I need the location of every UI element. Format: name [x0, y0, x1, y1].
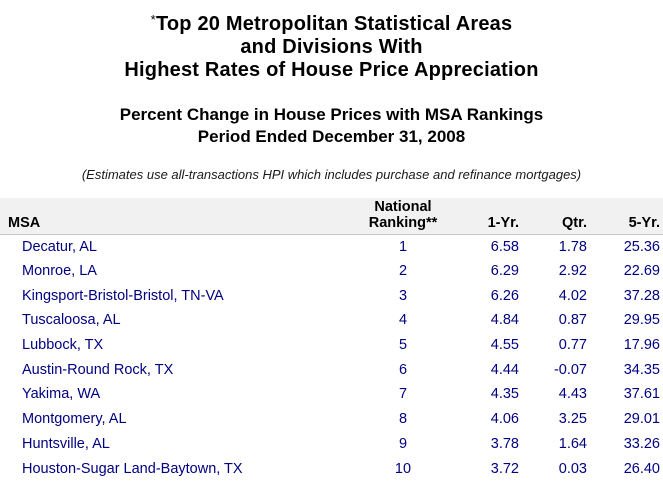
msa-cell: Kingsport-Bristol-Bristol, TN-VA: [22, 287, 224, 304]
national-ranking-cell: 8: [398, 411, 408, 428]
table-row: Monroe, LA 2 6.29 2.92 22.69: [0, 259, 663, 284]
national-ranking-cell: 1: [398, 238, 408, 255]
five-year-cell: 25.36: [623, 238, 660, 255]
five-year-cell: 37.28: [623, 287, 660, 304]
column-header-msa: MSA: [0, 198, 348, 235]
quarter-cell: 1.64: [558, 435, 587, 452]
one-year-cell: 6.58: [490, 238, 519, 255]
page-subtitle: Percent Change in House Prices with MSA …: [0, 104, 663, 148]
table-row: Kingsport-Bristol-Bristol, TN-VA 3 6.26 …: [0, 283, 663, 308]
one-year-cell: 3.78: [490, 435, 519, 452]
table-header: MSA National Ranking** 1-Yr. Qtr. 5-Yr.: [0, 198, 663, 235]
table-row: Austin-Round Rock, TX 6 4.44 -0.07 34.35: [0, 357, 663, 382]
title-asterisk: *: [150, 12, 156, 27]
subtitle-line-2: Period Ended December 31, 2008: [197, 127, 466, 146]
quarter-cell: 0.77: [558, 337, 587, 354]
msa-cell: Yakima, WA: [22, 386, 101, 403]
quarter-cell: 3.25: [558, 411, 587, 428]
table-row: Tuscaloosa, AL 4 4.84 0.87 29.95: [0, 308, 663, 333]
one-year-cell: 6.29: [490, 263, 519, 280]
five-year-cell: 17.96: [623, 337, 660, 354]
quarter-cell: 4.02: [558, 287, 587, 304]
five-year-cell: 22.69: [623, 263, 660, 280]
column-header-qtr: Qtr.: [525, 198, 593, 235]
quarter-cell: -0.07: [553, 361, 587, 378]
table-row: Houston-Sugar Land-Baytown, TX 10 3.72 0…: [0, 456, 663, 481]
column-header-national-ranking-line2: Ranking**: [368, 214, 438, 231]
national-ranking-cell: 6: [398, 361, 408, 378]
one-year-cell: 6.26: [490, 287, 519, 304]
table-row: Yakima, WA 7 4.35 4.43 37.61: [0, 382, 663, 407]
five-year-cell: 26.40: [623, 460, 660, 477]
subtitle-line-1: Percent Change in House Prices with MSA …: [119, 105, 544, 124]
table-row: Decatur, AL 1 6.58 1.78 25.36: [0, 234, 663, 259]
msa-cell: Huntsville, AL: [22, 435, 110, 452]
msa-cell: Lubbock, TX: [22, 337, 104, 354]
table-row: Montgomery, AL 8 4.06 3.25 29.01: [0, 407, 663, 432]
national-ranking-cell: 3: [398, 287, 408, 304]
title-line-2: and Divisions With: [240, 36, 423, 58]
one-year-cell: 3.72: [490, 460, 519, 477]
one-year-cell: 4.44: [490, 361, 519, 378]
msa-cell: Decatur, AL: [22, 238, 97, 255]
national-ranking-cell: 5: [398, 337, 408, 354]
national-ranking-cell: 2: [398, 263, 408, 280]
table-row: Lubbock, TX 5 4.55 0.77 17.96: [0, 333, 663, 358]
column-header-national-ranking-line1: National: [374, 198, 432, 215]
title-line-1: *Top 20 Metropolitan Statistical Areas: [0, 8, 663, 36]
one-year-cell: 4.06: [490, 411, 519, 428]
msa-rankings-table: MSA National Ranking** 1-Yr. Qtr. 5-Yr. …: [0, 198, 663, 481]
quarter-cell: 4.43: [558, 386, 587, 403]
table-header-row: MSA National Ranking** 1-Yr. Qtr. 5-Yr.: [0, 198, 663, 235]
msa-cell: Montgomery, AL: [22, 411, 127, 428]
national-ranking-cell: 10: [394, 460, 412, 477]
one-year-cell: 4.35: [490, 386, 519, 403]
column-header-1yr: 1-Yr.: [458, 198, 525, 235]
quarter-cell: 0.87: [558, 312, 587, 329]
national-ranking-cell: 4: [398, 312, 408, 329]
national-ranking-cell: 7: [398, 386, 408, 403]
five-year-cell: 33.26: [623, 435, 660, 452]
one-year-cell: 4.55: [490, 337, 519, 354]
five-year-cell: 29.01: [623, 411, 660, 428]
title-line-1-text: Top 20 Metropolitan Statistical Areas: [155, 13, 513, 35]
msa-cell: Tuscaloosa, AL: [22, 312, 121, 329]
column-header-5yr: 5-Yr.: [593, 198, 663, 235]
table-row: Huntsville, AL 9 3.78 1.64 33.26: [0, 432, 663, 457]
title-line-3: Highest Rates of House Price Appreciatio…: [124, 59, 539, 81]
five-year-cell: 34.35: [623, 361, 660, 378]
national-ranking-cell: 9: [398, 435, 408, 452]
quarter-cell: 2.92: [558, 263, 587, 280]
methodology-note: (Estimates use all-transactions HPI whic…: [81, 167, 582, 182]
five-year-cell: 29.95: [623, 312, 660, 329]
quarter-cell: 1.78: [558, 238, 587, 255]
msa-cell: Houston-Sugar Land-Baytown, TX: [22, 460, 243, 477]
table-body: Decatur, AL 1 6.58 1.78 25.36 Monroe, LA…: [0, 234, 663, 481]
page-title: *Top 20 Metropolitan Statistical Areas a…: [0, 0, 663, 82]
msa-cell: Monroe, LA: [22, 263, 97, 280]
five-year-cell: 37.61: [623, 386, 660, 403]
one-year-cell: 4.84: [490, 312, 519, 329]
quarter-cell: 0.03: [558, 460, 587, 477]
column-header-national-ranking: National Ranking**: [348, 198, 458, 235]
msa-cell: Austin-Round Rock, TX: [22, 361, 174, 378]
